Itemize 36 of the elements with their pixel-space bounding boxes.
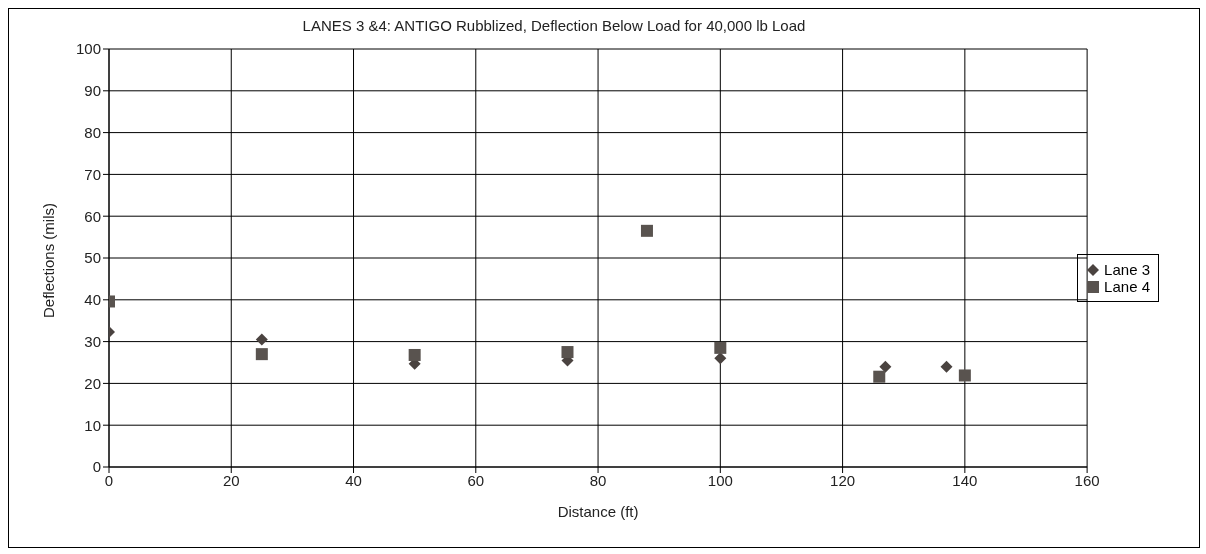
point [714, 352, 727, 365]
point [255, 348, 268, 361]
point [408, 348, 421, 361]
legend-label: Lane 4 [1104, 278, 1150, 295]
x-tick-label: 80 [589, 471, 607, 489]
y-tick-label: 10 [84, 416, 101, 434]
x-axis-title: Distance (ft) [557, 503, 639, 520]
y-tick-label: 70 [84, 165, 101, 183]
x-tick-label: 120 [830, 471, 856, 489]
y-tick-label: 80 [84, 123, 101, 141]
x-tick-label: 100 [707, 471, 733, 489]
point [561, 346, 574, 359]
point [879, 360, 892, 373]
y-tick-label: 100 [75, 40, 101, 58]
point [255, 333, 268, 346]
y-tick-label: 20 [84, 374, 101, 392]
y-tick-label: 0 [92, 458, 101, 476]
x-tick-label: 140 [952, 471, 978, 489]
legend-label: Lane 3 [1104, 261, 1150, 278]
y-tick-label: 30 [84, 332, 101, 350]
y-tick-label: 50 [84, 249, 101, 267]
x-tick-label: 20 [222, 471, 240, 489]
x-tick-label: 40 [345, 471, 362, 489]
y-axis-title: Deflections (mils) [40, 202, 58, 318]
y-tick-label: 40 [84, 291, 101, 309]
x-tick-label: 0 [104, 471, 114, 489]
y-tick-label: 90 [84, 82, 101, 100]
x-tick-label: 160 [1074, 471, 1100, 489]
point [958, 369, 971, 382]
point [714, 341, 727, 354]
x-tick-label: 60 [467, 471, 485, 489]
point [873, 370, 886, 383]
chart-title: LANES 3 &4: ANTIGO Rubblized, Deflection Below Load for 40,000 lb Load [301, 17, 807, 34]
point [640, 224, 653, 237]
y-tick-label: 60 [84, 207, 101, 225]
point [940, 360, 953, 373]
